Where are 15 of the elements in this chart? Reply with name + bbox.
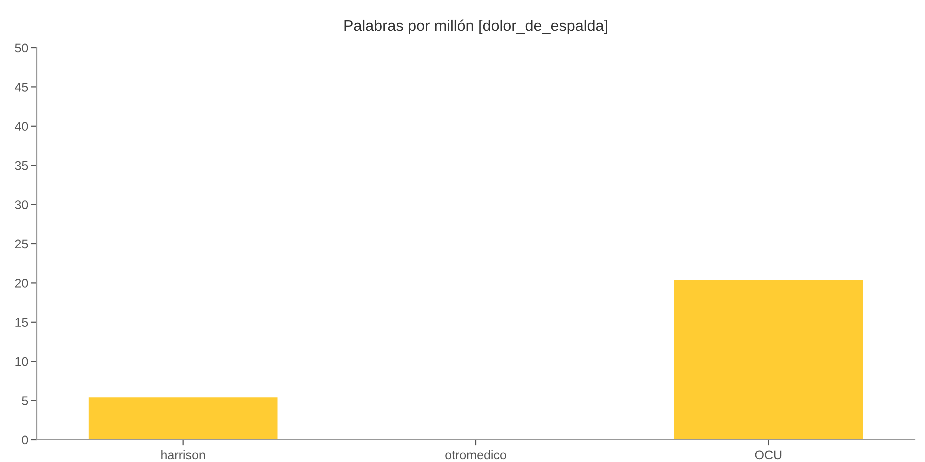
chart-title: Palabras por millón [dolor_de_espalda] [344,20,608,34]
y-tick-label: 30 [15,200,28,210]
y-tick-label: 45 [15,83,28,92]
y-tick-label: 0 [22,436,28,445]
y-tick-label: 5 [22,396,28,406]
y-tick-label: 25 [15,240,28,249]
y-tick-label: 10 [16,357,28,366]
y-tick-label: 20 [15,279,28,288]
y-tick-label: 35 [15,161,28,170]
y-tick-label: 40 [15,122,28,132]
y-tick-label: 15 [16,318,28,328]
y-tick-label: 50 [15,44,28,53]
x-tick-label: otromedico [446,450,506,460]
x-tick-label: harrison [162,450,206,460]
x-tick-label: OCU [755,450,782,460]
